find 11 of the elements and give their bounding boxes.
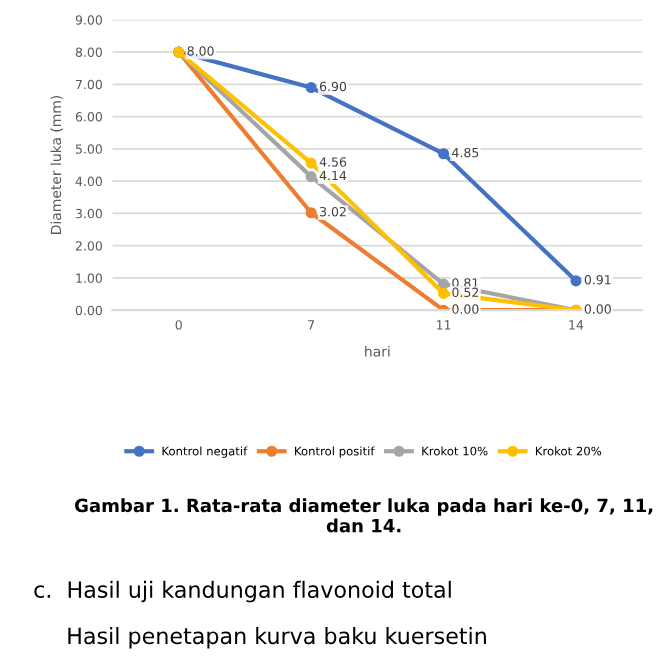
text: Gambar 1. Rata-rata diameter luka pada hari ke-0, 7, 11, dan 14. (75, 498, 653, 533)
point (570, 275, 582, 287)
point (305, 157, 317, 169)
point (437, 278, 450, 290)
point (305, 171, 317, 183)
text: c. Hasil uji kandungan flavonoid total (34, 580, 451, 603)
point (437, 287, 450, 299)
point (305, 82, 317, 94)
point (305, 207, 317, 219)
text: Hasil penetapan kurva baku kuersetin (68, 627, 486, 649)
point (437, 148, 450, 160)
